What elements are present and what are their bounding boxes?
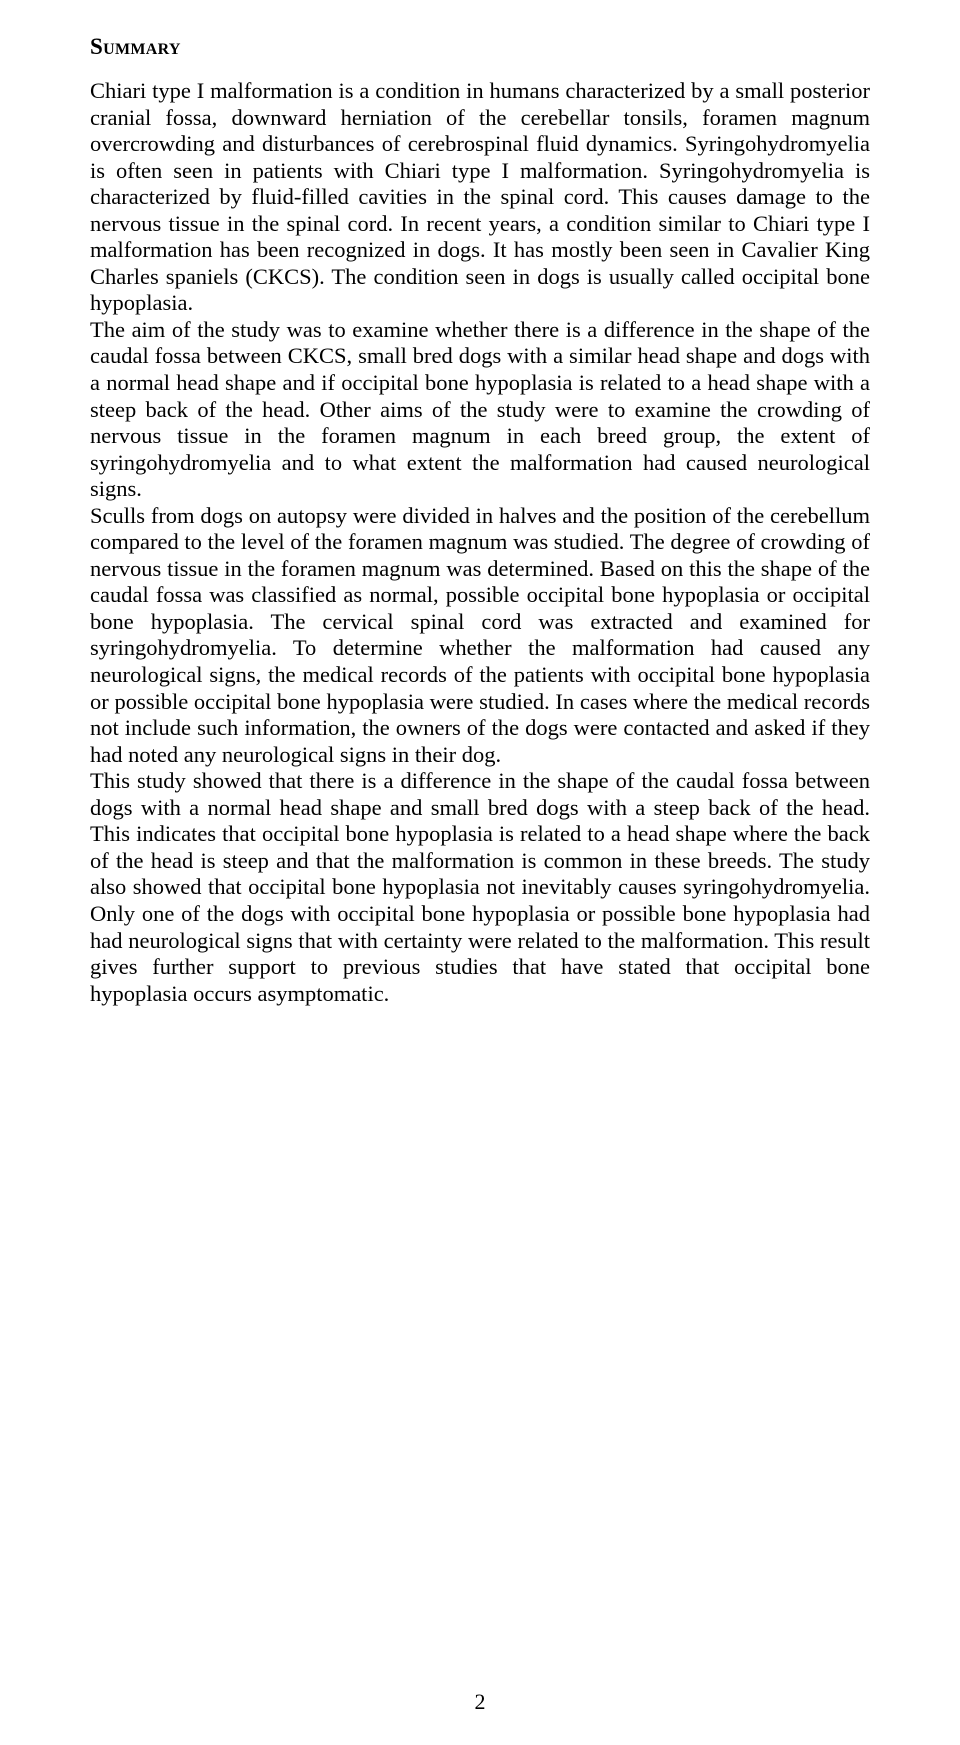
document-page: Summary Chiari type I malformation is a … (0, 0, 960, 1745)
page-number: 2 (0, 1689, 960, 1715)
paragraph-2: The aim of the study was to examine whet… (90, 317, 870, 503)
paragraph-3: Sculls from dogs on autopsy were divided… (90, 503, 870, 768)
section-heading: Summary (90, 34, 870, 60)
paragraph-4: This study showed that there is a differ… (90, 768, 870, 1007)
paragraph-1: Chiari type I malformation is a conditio… (90, 78, 870, 317)
body-text: Chiari type I malformation is a conditio… (90, 78, 870, 1007)
